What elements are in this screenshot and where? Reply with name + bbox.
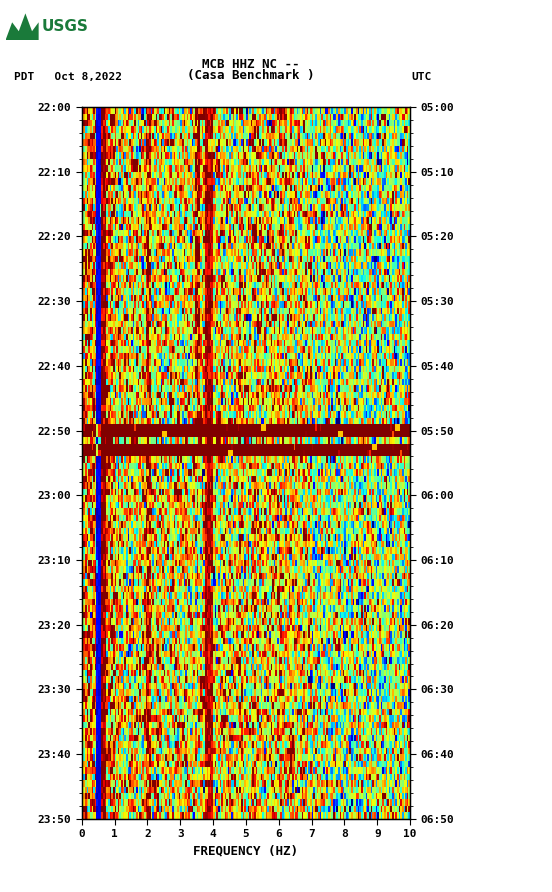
Text: (Casa Benchmark ): (Casa Benchmark ) — [188, 69, 315, 82]
Text: PDT   Oct 8,2022: PDT Oct 8,2022 — [14, 72, 122, 82]
Text: USGS: USGS — [42, 20, 89, 34]
Text: UTC: UTC — [411, 72, 432, 82]
X-axis label: FREQUENCY (HZ): FREQUENCY (HZ) — [193, 845, 299, 858]
Polygon shape — [6, 13, 39, 40]
Text: MCB HHZ NC --: MCB HHZ NC -- — [203, 58, 300, 71]
